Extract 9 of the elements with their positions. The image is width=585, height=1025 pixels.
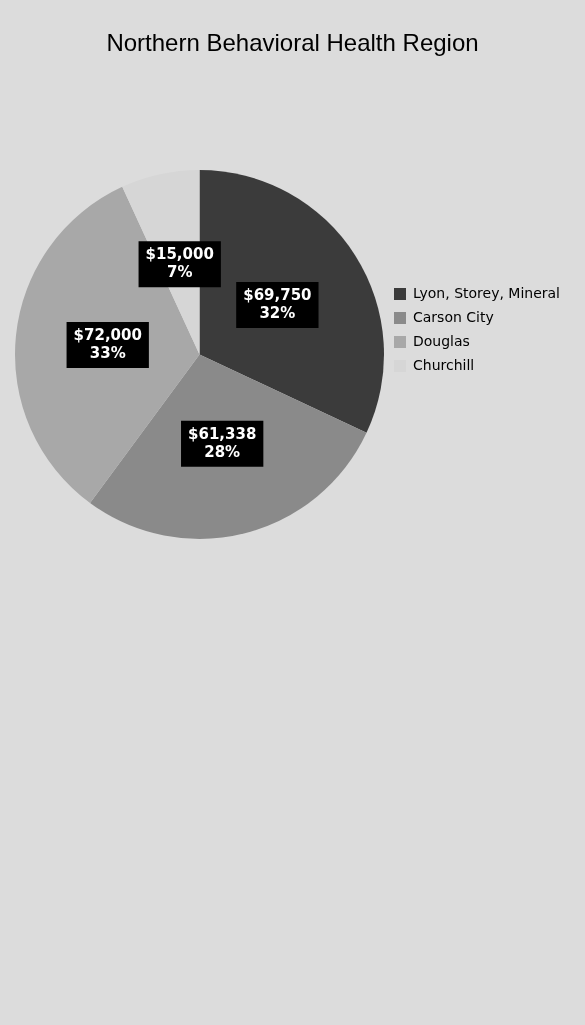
legend-label: Douglas bbox=[412, 332, 470, 349]
data-label: $15,000 7% bbox=[145, 245, 214, 282]
legend-label: Churchill bbox=[412, 356, 475, 373]
legend-label: Lyon, Storey, Mineral bbox=[412, 284, 561, 301]
data-label: $61,338 28% bbox=[188, 424, 257, 461]
data-label: $72,000 33% bbox=[73, 325, 142, 362]
data-label: $69,750 32% bbox=[243, 285, 312, 322]
legend-label: Carson City bbox=[412, 308, 494, 325]
chart-title: Northern Behavioral Health Region bbox=[106, 29, 479, 57]
